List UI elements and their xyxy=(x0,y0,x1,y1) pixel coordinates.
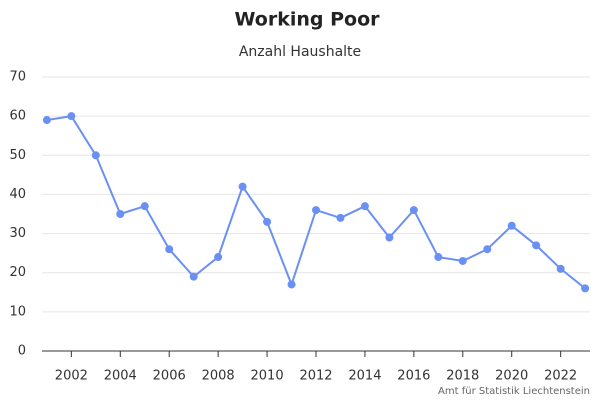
point xyxy=(532,241,541,250)
point xyxy=(458,256,467,265)
y-tick-label: 30 xyxy=(9,226,26,241)
y-tick-label: 60 xyxy=(9,109,26,124)
point xyxy=(581,284,590,293)
point xyxy=(42,116,51,125)
y-tick-label: 0 xyxy=(18,344,26,359)
point xyxy=(140,202,149,211)
x-tick-label: 2002 xyxy=(55,369,88,384)
point xyxy=(434,253,443,262)
point xyxy=(214,253,223,262)
x-tick-label: 2020 xyxy=(495,369,528,384)
y-tick-label: 20 xyxy=(9,265,26,280)
point xyxy=(287,280,296,289)
point xyxy=(165,245,174,254)
point xyxy=(336,213,345,222)
point xyxy=(189,272,198,281)
x-tick-label: 2022 xyxy=(544,369,577,384)
point xyxy=(263,217,272,226)
x-tick-label: 2014 xyxy=(348,369,381,384)
point xyxy=(507,221,516,230)
line xyxy=(46,115,586,290)
y-tick-label: 70 xyxy=(9,70,26,85)
x-tick-label: 2016 xyxy=(397,369,430,384)
x-tick-label: 2018 xyxy=(446,369,479,384)
y-tick-label: 40 xyxy=(9,187,26,202)
x-tick-label: 2010 xyxy=(251,369,284,384)
point xyxy=(385,233,394,242)
chart-title: Working Poor xyxy=(235,9,381,31)
point xyxy=(556,264,565,273)
point xyxy=(238,182,247,191)
x-tick-label: 2006 xyxy=(153,369,186,384)
point xyxy=(116,210,125,218)
source: Amt für Statistik Liechtenstein xyxy=(438,386,590,397)
point xyxy=(91,151,100,160)
point xyxy=(67,112,76,121)
point xyxy=(409,206,418,215)
point xyxy=(483,245,492,254)
point xyxy=(360,202,369,211)
y-tick-label: 10 xyxy=(9,304,26,319)
x-tick-label: 2004 xyxy=(104,369,137,384)
chart-subtitle: Anzahl Haushalte xyxy=(239,44,361,60)
x-tick-label: 2012 xyxy=(299,369,332,384)
y-tick-label: 50 xyxy=(9,148,26,163)
point xyxy=(312,206,320,215)
x-tick-label: 2008 xyxy=(202,369,235,384)
